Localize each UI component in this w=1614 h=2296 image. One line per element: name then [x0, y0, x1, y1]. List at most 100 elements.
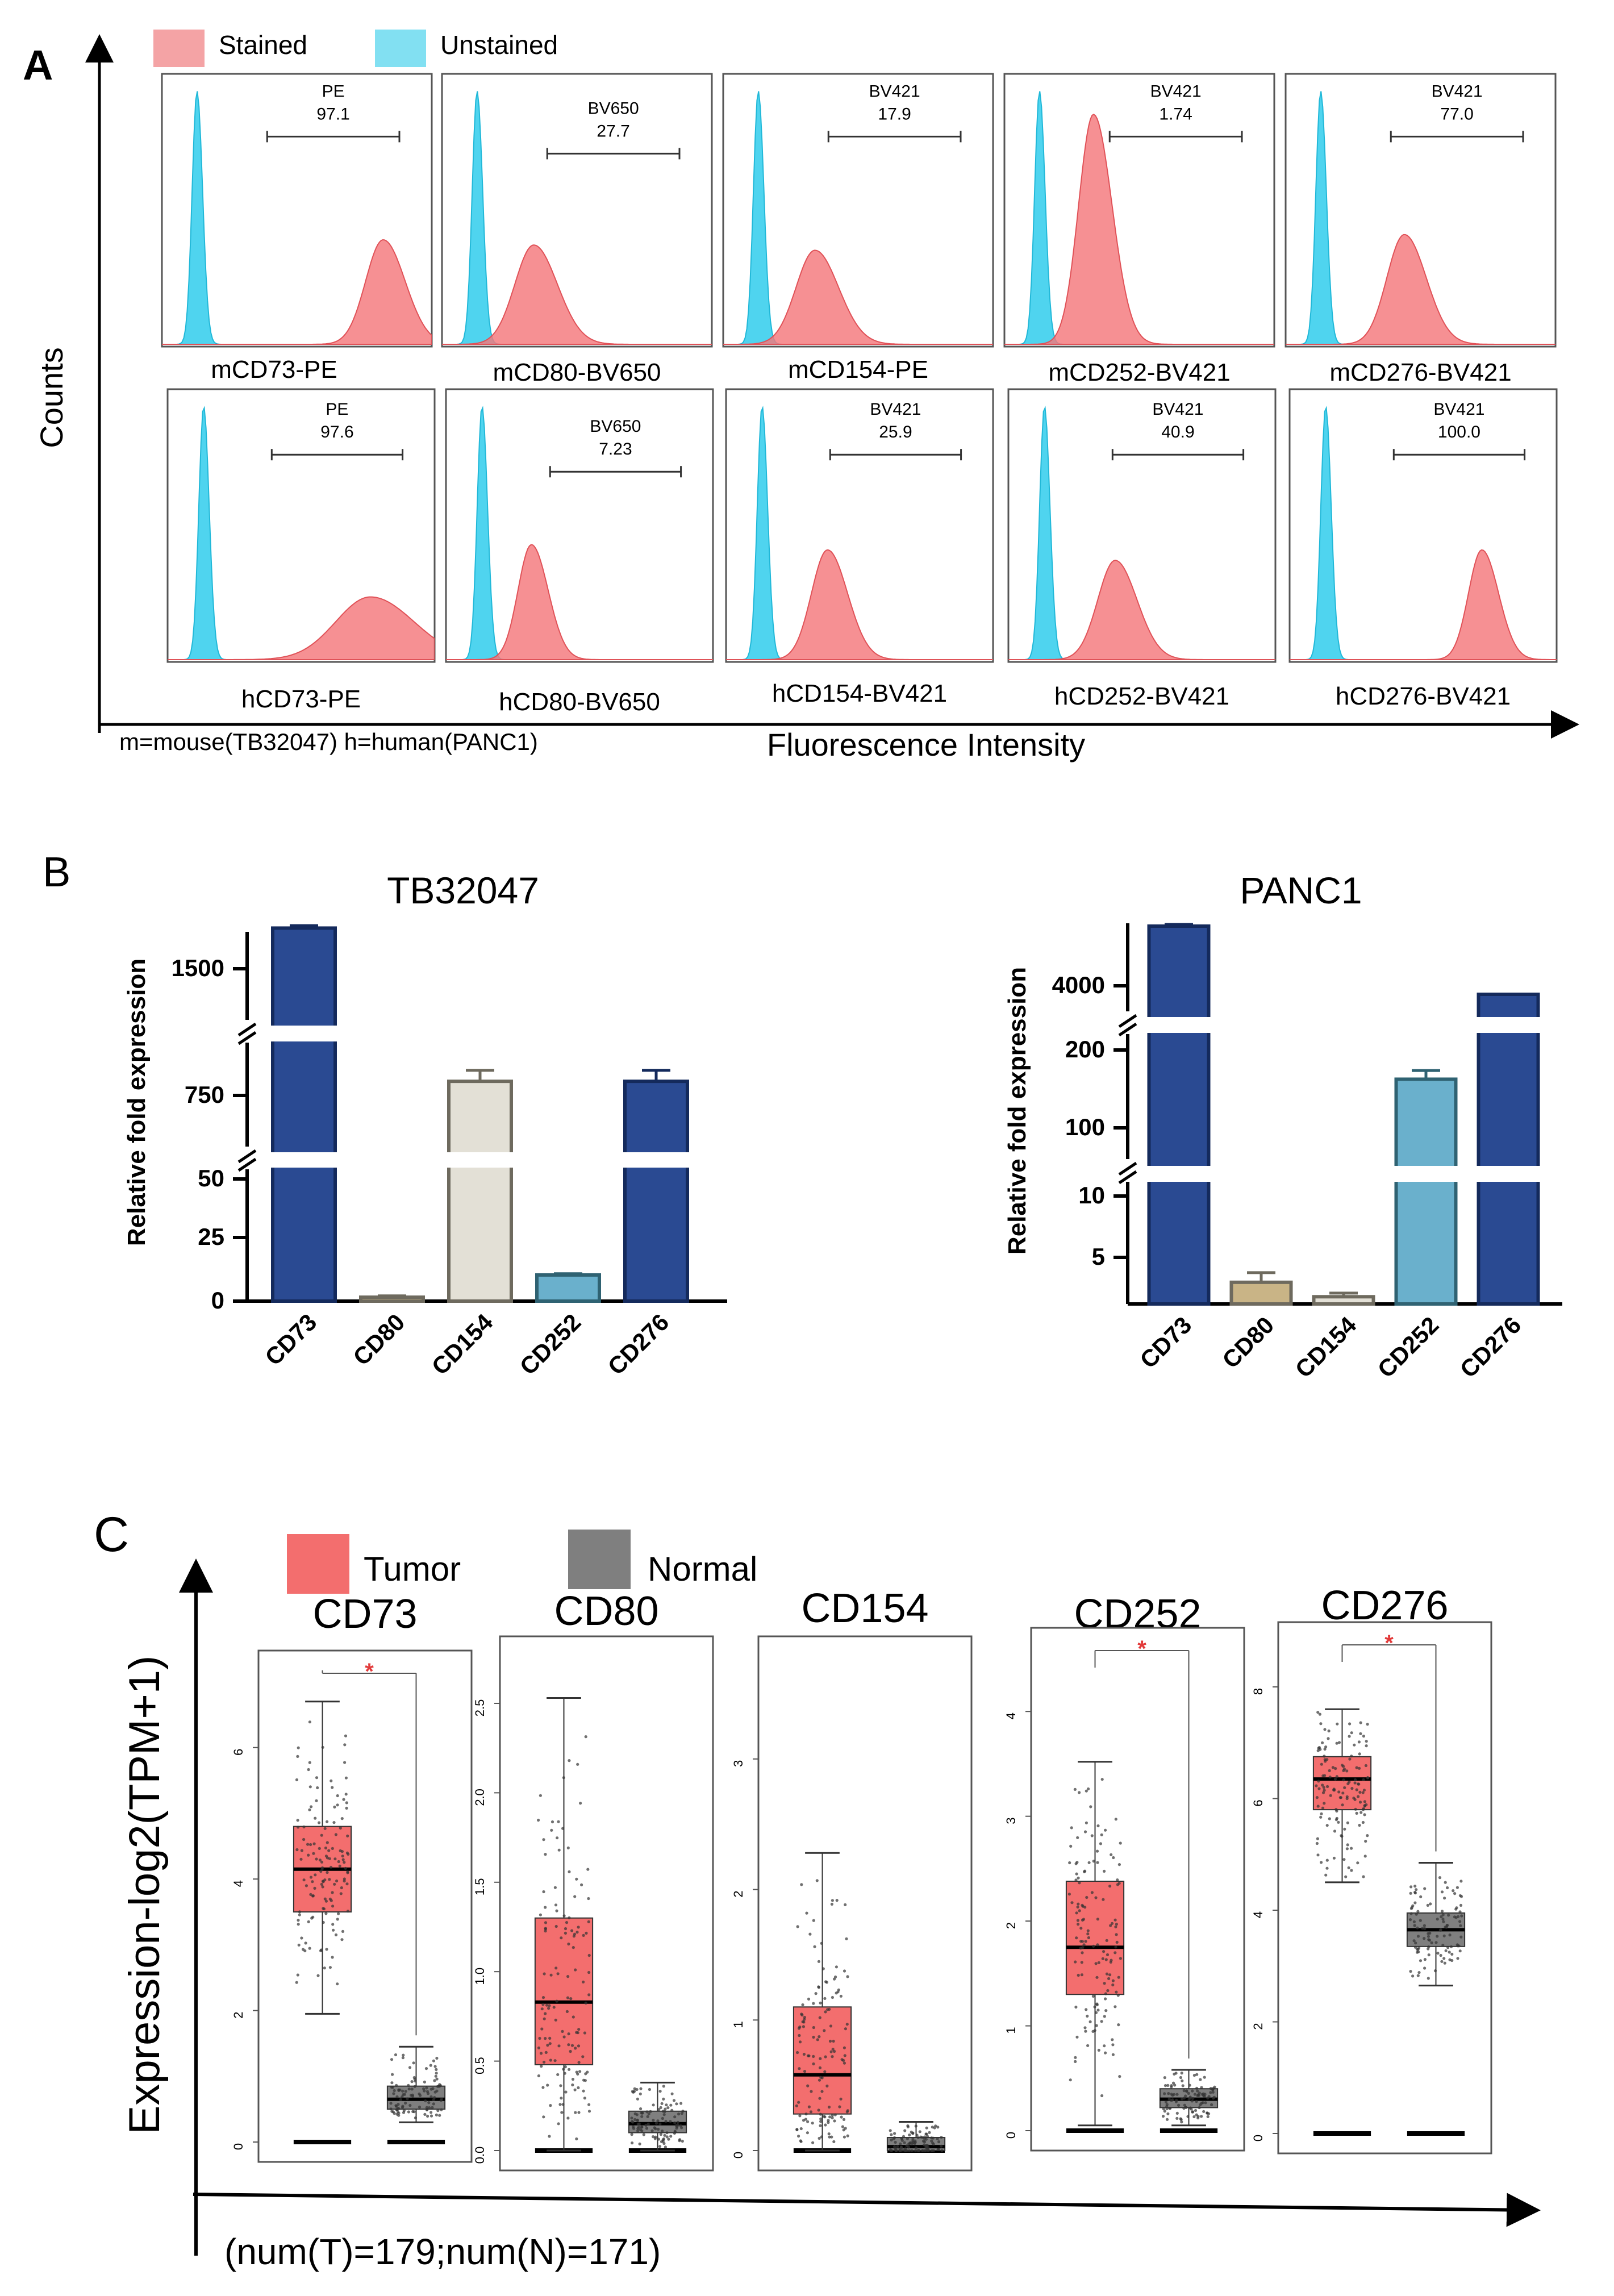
tumor-point [1348, 1757, 1352, 1761]
normal-point [1450, 1952, 1454, 1956]
normal-point [1167, 2092, 1170, 2095]
tumor-point [1342, 1778, 1345, 1782]
tumor-point [1115, 1933, 1118, 1936]
normal-point [402, 2093, 405, 2097]
normal-point [394, 2053, 398, 2057]
tumor-point [1320, 1812, 1323, 1815]
normal-point [1427, 1932, 1430, 1935]
normal-point [936, 2148, 940, 2151]
normal-point [662, 2085, 665, 2088]
normal-point [889, 2148, 892, 2152]
normal-point [1460, 1914, 1463, 1918]
tumor-point [1327, 1729, 1331, 1733]
boxplot-y-tick-label: 0 [231, 2143, 245, 2150]
tumor-point [1100, 2020, 1103, 2023]
normal-point [429, 2114, 433, 2118]
normal-point [1173, 2093, 1176, 2096]
tumor-point [1104, 1997, 1107, 2001]
normal-point [921, 2149, 924, 2152]
tumor-point [1092, 1860, 1095, 1863]
tumor-point [1085, 1789, 1088, 1793]
significance-star: * [1137, 1636, 1146, 1661]
x-ticks: CD73 CD80 CD154 CD252 CD276 [260, 1309, 674, 1380]
tumor-point [309, 1843, 312, 1847]
normal-point [646, 2115, 649, 2118]
normal-point [1439, 1953, 1442, 1957]
tumor-point [1079, 1947, 1082, 1950]
tumor-point [1116, 1878, 1119, 1882]
tumor-point [574, 1968, 577, 1972]
tumor-point [841, 2125, 844, 2128]
normal-point [407, 2084, 410, 2087]
tumor-point [798, 2034, 801, 2037]
tumor-point [1334, 1767, 1337, 1770]
normal-point [1163, 2110, 1166, 2113]
tumor-point [580, 1883, 583, 1886]
tumor-point [796, 2051, 799, 2055]
tumor-point [833, 2119, 836, 2123]
normal-point [1453, 1892, 1457, 1895]
stained-histogram [446, 544, 713, 660]
tumor-point [554, 1924, 558, 1928]
boxplot-CD276: CD276 0 2 4 6 8 * [1251, 1583, 1492, 2155]
tumor-point [1104, 2009, 1108, 2012]
tumor-point [572, 1946, 575, 1949]
legend-normal-swatch [568, 1530, 631, 1589]
tumor-point [1338, 1796, 1342, 1799]
tumor-point [804, 2118, 807, 2121]
stained-histogram [726, 549, 993, 660]
significance-star: * [365, 1659, 374, 1684]
tumor-point [1350, 1869, 1353, 1872]
tumor-point [1104, 1958, 1108, 1961]
tumor-point [1362, 1807, 1365, 1810]
tumor-point [828, 2115, 832, 2119]
normal-point [1412, 1920, 1416, 1923]
tumor-point [1316, 1711, 1320, 1714]
boxplot-y-tick-label: 2 [231, 2011, 245, 2018]
normal-point [1169, 2106, 1172, 2110]
tumor-point [1359, 1721, 1362, 1724]
tumor-point [801, 2003, 804, 2007]
tumor-point [295, 1778, 299, 1782]
tumor-point [843, 2061, 846, 2065]
boxplot-y-tick-label: 1.5 [473, 1878, 487, 1895]
tumor-point [1085, 1895, 1088, 1899]
normal-point [436, 2109, 440, 2112]
tumor-point [539, 2052, 543, 2055]
normal-point [1449, 1945, 1453, 1948]
tumor-point [340, 1886, 343, 1890]
tumor-point [560, 2111, 564, 2114]
normal-point [1413, 1901, 1417, 1905]
boxplot-y-tick-label: 0 [1251, 2135, 1265, 2141]
tumor-point [819, 2057, 822, 2060]
tumor-point [1090, 1834, 1094, 1837]
tumor-point [1111, 2038, 1114, 2041]
gate-value: 25.9 [879, 423, 912, 441]
normal-point [396, 2110, 400, 2114]
tumor-point [312, 1852, 315, 1855]
boxplot-grid: CD73 0 2 4 6 * CD80 0.0 0.5 1.0 1.5 2.0 2.5 CD154 0 1 2 3… [231, 1583, 1492, 2172]
boxplot-y-tick-label: 1 [731, 2021, 745, 2028]
tumor-point [306, 1843, 310, 1846]
tumor-point [1108, 1973, 1112, 1977]
tumor-point [1323, 1728, 1327, 1731]
tumor-point [340, 1850, 344, 1853]
normal-point [903, 2141, 906, 2144]
tumor-point [803, 2070, 807, 2073]
tumor-point [307, 1768, 310, 1772]
normal-point [658, 2122, 662, 2126]
tumor-point [543, 1972, 546, 1976]
normal-point [905, 2144, 908, 2148]
tumor-point [1335, 1775, 1338, 1778]
normal-point [432, 2098, 435, 2101]
tumor-point [1067, 1893, 1071, 1896]
tumor-point [831, 2114, 834, 2117]
tumor-point [1359, 1811, 1363, 1814]
normal-point [940, 2149, 944, 2152]
normal-point [1188, 2106, 1192, 2110]
legend-unstained-label: Unstained [440, 30, 558, 60]
normal-point [408, 2066, 412, 2069]
boxplot-y-tick-label: 3 [731, 1760, 745, 1767]
tumor-point [543, 2060, 546, 2064]
tumor-point [298, 1913, 301, 1916]
